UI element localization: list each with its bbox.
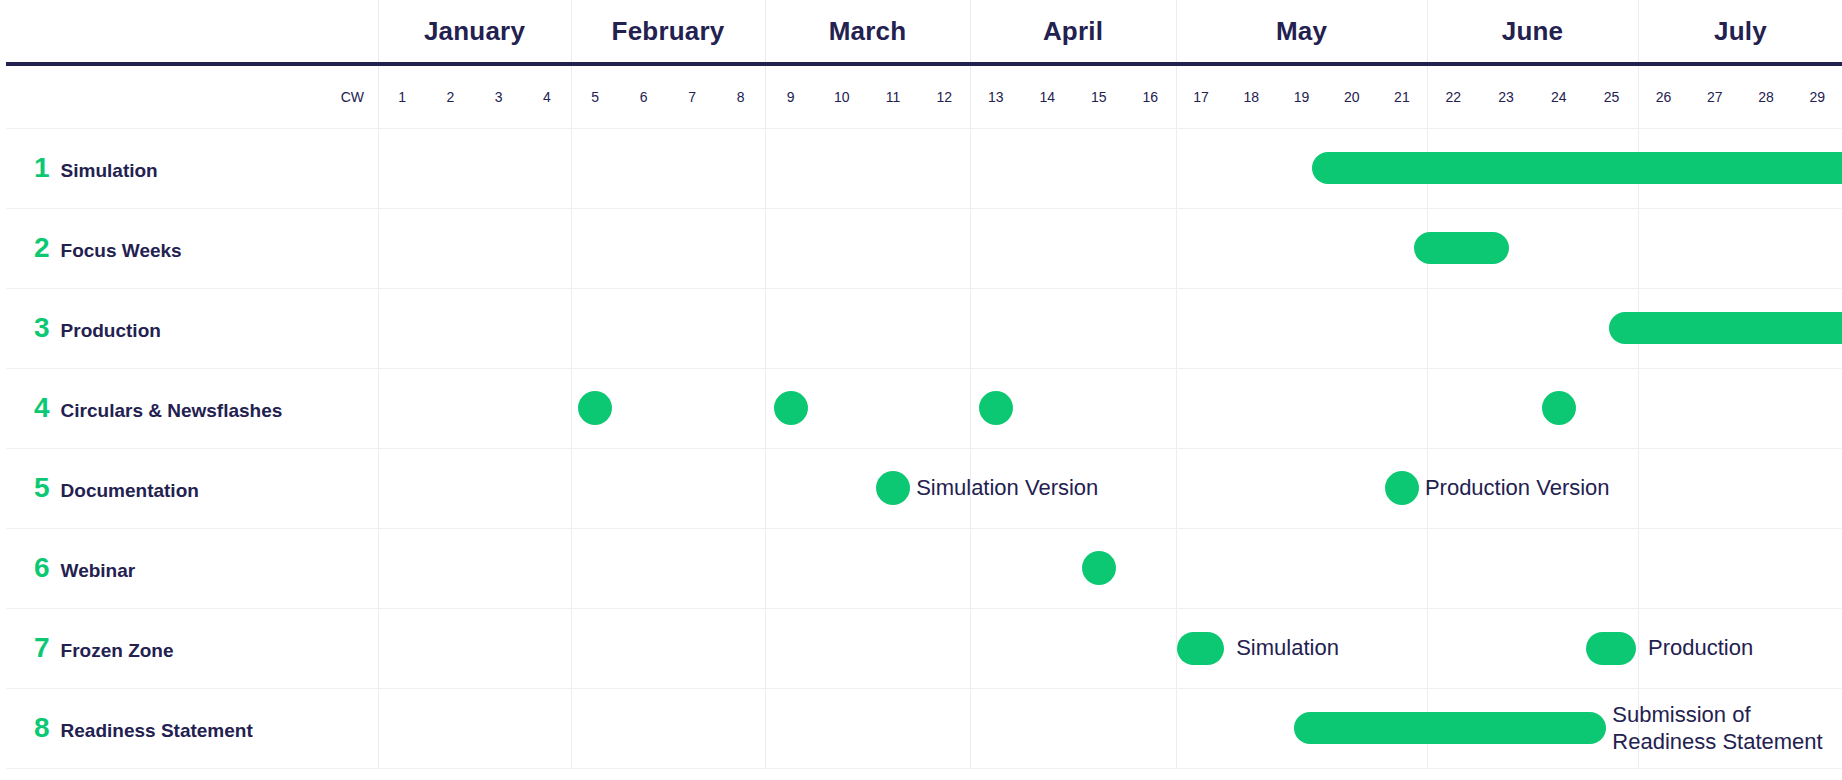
month-header-july: July — [1638, 0, 1842, 62]
month-header-april: April — [970, 0, 1176, 62]
week-number: 1 — [398, 66, 406, 128]
week-pill — [1586, 632, 1636, 665]
task-name: Production — [61, 320, 161, 342]
task-name: Simulation — [61, 160, 158, 182]
week-number: 10 — [834, 66, 850, 128]
task-label: 1 Simulation — [34, 152, 158, 184]
task-name: Circulars & Newsflashes — [61, 400, 283, 422]
task-label: 4 Circulars & Newsflashes — [34, 392, 282, 424]
week-number: 23 — [1498, 66, 1514, 128]
week-number: 3 — [495, 66, 503, 128]
milestone-dot — [1542, 391, 1576, 425]
month-header-march: March — [765, 0, 970, 62]
task-name: Webinar — [61, 560, 136, 582]
week-number: 18 — [1244, 66, 1260, 128]
week-pill — [1177, 632, 1224, 665]
task-number: 2 — [34, 232, 50, 264]
week-number: 15 — [1091, 66, 1107, 128]
milestone-label: Simulation Version — [916, 475, 1098, 501]
task-name: Focus Weeks — [61, 240, 182, 262]
week-number: 8 — [737, 66, 745, 128]
milestone-dot — [774, 391, 808, 425]
gantt-bar — [1294, 712, 1606, 744]
week-number: 13 — [988, 66, 1004, 128]
week-number: 28 — [1758, 66, 1774, 128]
task-label: 7 Frozen Zone — [34, 632, 174, 664]
week-number: 27 — [1707, 66, 1723, 128]
task-row: 2 Focus Weeks — [0, 208, 1842, 288]
week-number: 20 — [1344, 66, 1360, 128]
task-row: 7 Frozen Zone — [0, 608, 1842, 688]
milestone-dot — [1082, 551, 1116, 585]
gantt-bar — [1414, 232, 1508, 264]
task-name: Frozen Zone — [61, 640, 174, 662]
week-number: 9 — [787, 66, 795, 128]
task-row: 6 Webinar — [0, 528, 1842, 608]
month-header-february: February — [571, 0, 765, 62]
task-label: 6 Webinar — [34, 552, 135, 584]
pill-label: Production — [1648, 635, 1753, 661]
task-number: 3 — [34, 312, 50, 344]
task-number: 8 — [34, 712, 50, 744]
task-label: 8 Readiness Statement — [34, 712, 253, 744]
milestone-dot — [876, 471, 910, 505]
month-header-june: June — [1427, 0, 1638, 62]
week-number: 19 — [1294, 66, 1310, 128]
week-number: 25 — [1604, 66, 1620, 128]
task-number: 7 — [34, 632, 50, 664]
week-number: 4 — [543, 66, 551, 128]
week-number: 16 — [1142, 66, 1158, 128]
task-row: 3 Production — [0, 288, 1842, 368]
milestone-label: Production Version — [1425, 475, 1610, 501]
cw-axis-label: CW — [0, 66, 364, 128]
week-number: 14 — [1039, 66, 1055, 128]
task-name: Readiness Statement — [61, 720, 253, 742]
milestone-dot — [1385, 471, 1419, 505]
week-number: 12 — [937, 66, 953, 128]
week-number: 29 — [1810, 66, 1826, 128]
week-number: 6 — [640, 66, 648, 128]
month-header-january: January — [378, 0, 571, 62]
task-number: 1 — [34, 152, 50, 184]
week-number: 11 — [886, 66, 901, 128]
week-number: 2 — [446, 66, 454, 128]
week-number: 5 — [591, 66, 599, 128]
task-name: Documentation — [61, 480, 199, 502]
task-number: 4 — [34, 392, 50, 424]
task-number: 5 — [34, 472, 50, 504]
header-divider — [6, 62, 1842, 66]
gantt-timeline-chart: CW January1234February5678March9101112Ap… — [0, 0, 1842, 780]
month-header-may: May — [1176, 0, 1427, 62]
week-number: 22 — [1446, 66, 1462, 128]
task-label: 3 Production — [34, 312, 161, 344]
week-number: 24 — [1551, 66, 1567, 128]
pill-label: Simulation — [1236, 635, 1339, 661]
milestone-dot — [578, 391, 612, 425]
gantt-bar — [1609, 312, 1842, 344]
week-number: 21 — [1394, 66, 1410, 128]
bar-label: Submission of Readiness Statement — [1612, 701, 1837, 755]
row-separator — [6, 768, 1842, 769]
gantt-bar — [1312, 152, 1842, 184]
week-number: 7 — [688, 66, 696, 128]
week-number: 26 — [1656, 66, 1672, 128]
week-number: 17 — [1193, 66, 1209, 128]
task-label: 5 Documentation — [34, 472, 199, 504]
task-number: 6 — [34, 552, 50, 584]
task-label: 2 Focus Weeks — [34, 232, 182, 264]
milestone-dot — [979, 391, 1013, 425]
